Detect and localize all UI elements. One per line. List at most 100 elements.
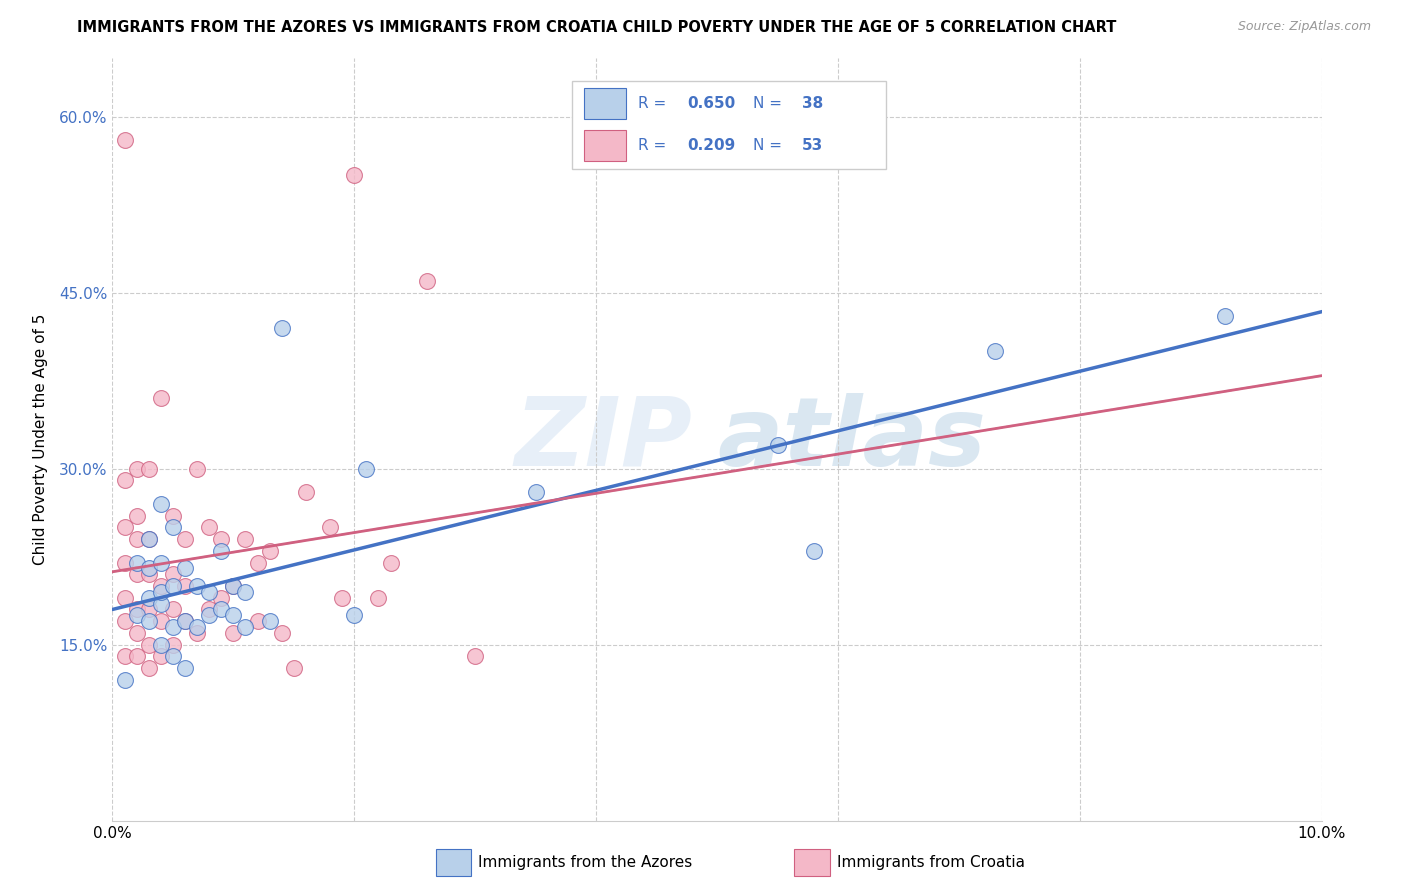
Point [162, 649, 184, 664]
Text: ZIP: ZIP [515, 392, 693, 486]
Point [343, 608, 366, 623]
Point [222, 579, 245, 593]
Point [984, 344, 1007, 359]
Point [138, 591, 160, 605]
Point [198, 585, 221, 599]
Point [259, 543, 281, 558]
Point [416, 274, 439, 288]
Point [162, 520, 184, 534]
Point [114, 556, 136, 570]
Point [125, 626, 148, 640]
Point [174, 561, 197, 575]
Point [125, 567, 148, 582]
Point [198, 602, 221, 616]
Point [186, 626, 208, 640]
Point [246, 556, 269, 570]
Text: 0.650: 0.650 [688, 96, 735, 112]
Point [209, 591, 232, 605]
Point [114, 133, 136, 147]
Point [149, 638, 172, 652]
Point [209, 602, 232, 616]
Point [114, 474, 136, 488]
Point [138, 567, 160, 582]
Point [235, 620, 257, 634]
Point [319, 520, 342, 534]
Point [138, 561, 160, 575]
Point [270, 321, 292, 335]
Point [174, 661, 197, 675]
Point [186, 620, 208, 634]
Point [356, 461, 378, 475]
Point [149, 649, 172, 664]
Point [766, 438, 789, 452]
Point [162, 638, 184, 652]
Point [162, 567, 184, 582]
Point [114, 614, 136, 628]
Text: 53: 53 [801, 138, 823, 153]
Point [114, 673, 136, 687]
Point [222, 579, 245, 593]
Point [149, 556, 172, 570]
Point [138, 638, 160, 652]
Point [125, 602, 148, 616]
Text: Immigrants from the Azores: Immigrants from the Azores [478, 855, 692, 870]
Point [125, 508, 148, 523]
Bar [583, 130, 626, 161]
Point [367, 591, 389, 605]
Text: N =: N = [754, 96, 787, 112]
Point [1213, 309, 1236, 323]
FancyBboxPatch shape [572, 81, 886, 169]
Point [235, 585, 257, 599]
Point [149, 597, 172, 611]
Point [246, 614, 269, 628]
Point [209, 532, 232, 546]
Text: 38: 38 [801, 96, 823, 112]
Text: Immigrants from Croatia: Immigrants from Croatia [837, 855, 1025, 870]
Point [330, 591, 353, 605]
Text: R =: R = [638, 96, 672, 112]
Point [295, 485, 318, 500]
Text: N =: N = [754, 138, 787, 153]
Point [138, 461, 160, 475]
Point [125, 461, 148, 475]
Point [380, 556, 402, 570]
Point [138, 602, 160, 616]
Point [114, 520, 136, 534]
Point [174, 579, 197, 593]
Point [464, 649, 486, 664]
Point [222, 608, 245, 623]
Point [114, 649, 136, 664]
Text: IMMIGRANTS FROM THE AZORES VS IMMIGRANTS FROM CROATIA CHILD POVERTY UNDER THE AG: IMMIGRANTS FROM THE AZORES VS IMMIGRANTS… [77, 20, 1116, 35]
Text: R =: R = [638, 138, 672, 153]
Point [125, 649, 148, 664]
Y-axis label: Child Poverty Under the Age of 5: Child Poverty Under the Age of 5 [32, 314, 48, 565]
Text: 0.209: 0.209 [688, 138, 735, 153]
Point [125, 532, 148, 546]
Point [198, 608, 221, 623]
Point [524, 485, 547, 500]
Point [149, 585, 172, 599]
Point [174, 614, 197, 628]
Point [138, 532, 160, 546]
Point [283, 661, 305, 675]
Point [162, 620, 184, 634]
Point [149, 614, 172, 628]
Point [343, 169, 366, 183]
Point [162, 602, 184, 616]
Point [198, 520, 221, 534]
Text: atlas: atlas [717, 392, 986, 486]
Point [125, 556, 148, 570]
Point [803, 543, 825, 558]
Point [162, 508, 184, 523]
Point [222, 626, 245, 640]
Point [138, 661, 160, 675]
Point [235, 532, 257, 546]
Point [114, 591, 136, 605]
Point [162, 579, 184, 593]
Point [186, 461, 208, 475]
Point [149, 391, 172, 405]
Point [259, 614, 281, 628]
Point [149, 497, 172, 511]
Bar [583, 88, 626, 119]
Point [125, 608, 148, 623]
